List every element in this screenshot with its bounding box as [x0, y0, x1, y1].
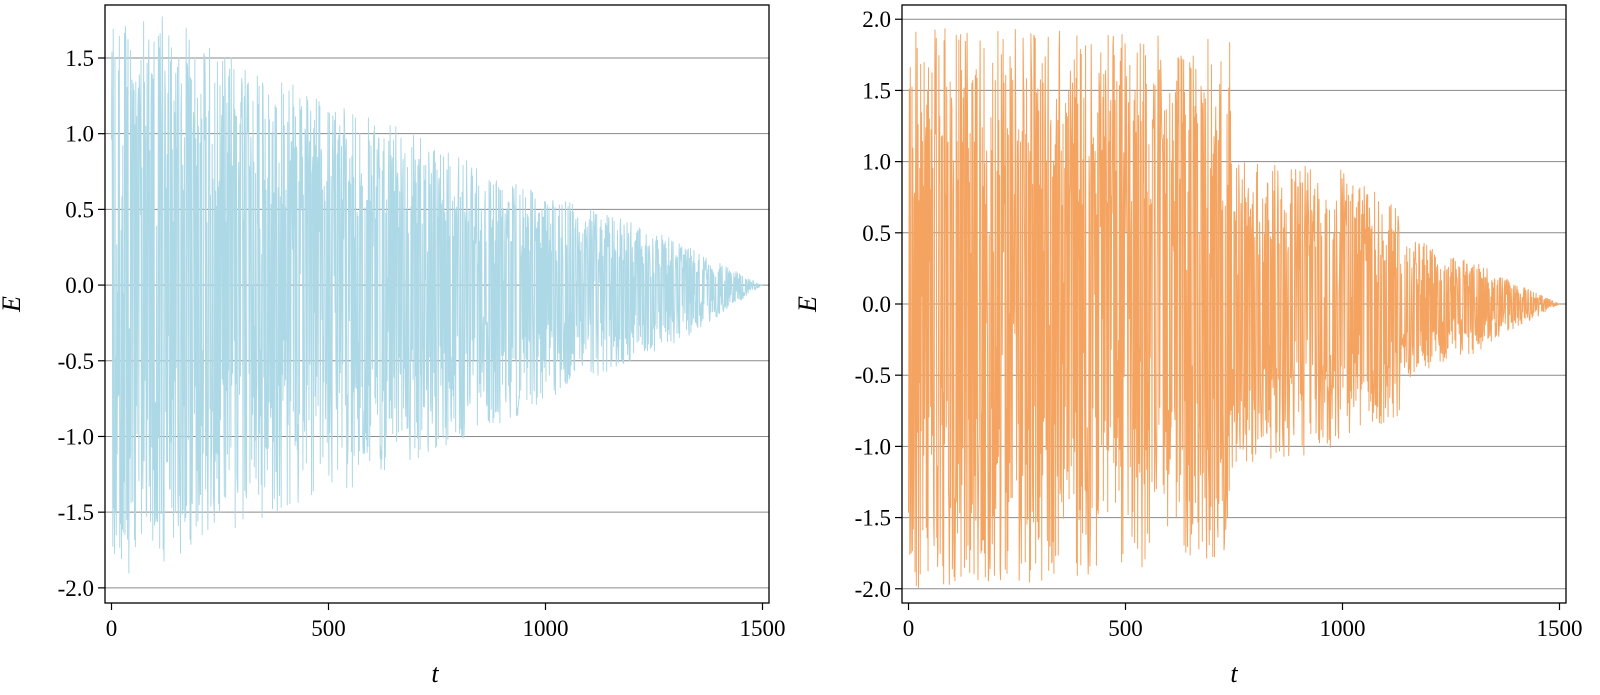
y-tick-label: -1.5	[58, 500, 94, 525]
x-tick-label: 500	[1108, 616, 1143, 641]
y-tick-label: 1.5	[65, 46, 94, 71]
x-axis-label: t	[1230, 659, 1238, 688]
x-tick-label: 0	[106, 616, 118, 641]
y-tick-label: -1.0	[58, 424, 94, 449]
x-tick-label: 1500	[739, 616, 785, 641]
y-tick-label: -1.5	[855, 506, 891, 531]
y-tick-label: 1.5	[862, 78, 891, 103]
signal-line	[908, 28, 1560, 589]
plot-frame	[104, 4, 770, 604]
y-tick-label: 0.5	[862, 221, 891, 246]
y-tick-label: 1.0	[65, 122, 94, 147]
y-tick-label: -2.0	[58, 576, 94, 601]
left-chart: -2.0 -1.5 -1.0 -0.5 0.0 0.5 1.0 1.5 0 500 1000 1500…	[0, 4, 785, 688]
y-tick-label: -2.0	[855, 577, 891, 602]
y-axis-label: E	[0, 296, 26, 313]
y-tick-label: -0.5	[58, 349, 94, 374]
signal-line	[111, 16, 763, 574]
x-tick-label: 1000	[522, 616, 568, 641]
x-tick-label: 0	[903, 616, 915, 641]
y-tick-label: 2.0	[862, 7, 891, 32]
x-tick-label: 500	[311, 616, 346, 641]
x-tick-label: 1000	[1319, 616, 1365, 641]
y-tick-label: 0.0	[862, 292, 891, 317]
y-axis-label: E	[793, 296, 822, 313]
y-tick-label: -1.0	[855, 434, 891, 459]
x-tick-label: 1500	[1536, 616, 1582, 641]
y-tick-label: 1.0	[862, 150, 891, 175]
x-axis-label: t	[431, 659, 439, 688]
y-tick-label: -0.5	[855, 363, 891, 388]
right-chart: -2.0 -1.5 -1.0 -0.5 0.0 0.5 1.0 1.5 2.0 0 500 1000 1…	[793, 4, 1582, 688]
y-tick-label: 0.0	[65, 273, 94, 298]
y-tick-label: 0.5	[65, 197, 94, 222]
